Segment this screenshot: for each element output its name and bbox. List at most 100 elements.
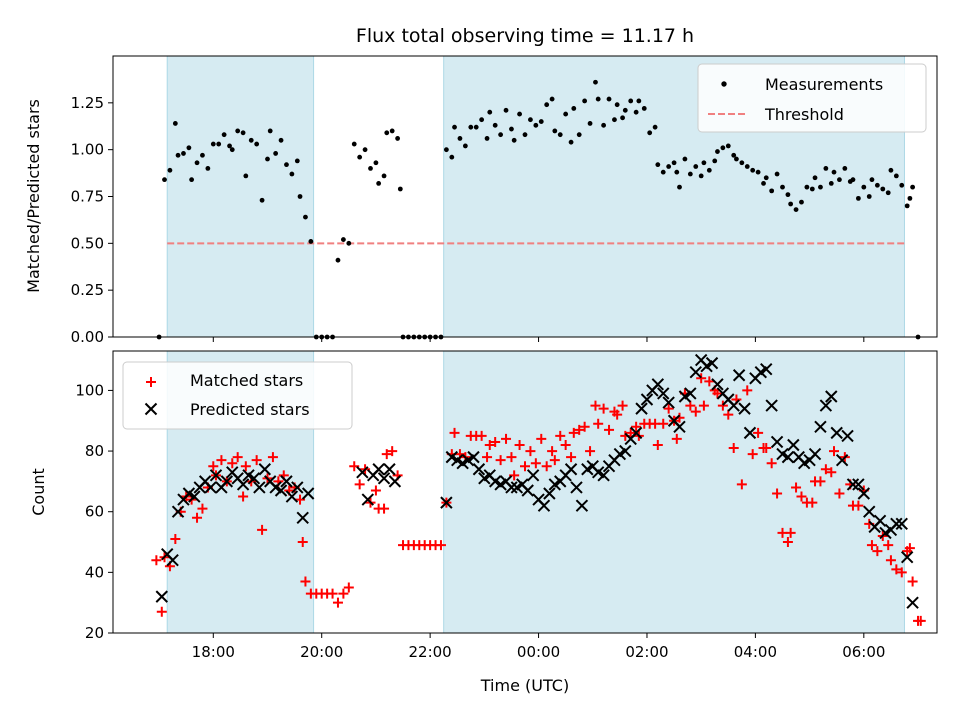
data-point — [883, 540, 894, 551]
data-point — [701, 160, 707, 166]
data-point — [712, 158, 718, 164]
data-point — [227, 143, 232, 149]
data-point — [506, 452, 517, 463]
data-point — [273, 151, 279, 156]
data-point — [760, 362, 773, 376]
data-point — [582, 98, 588, 104]
y-tick-label: 60 — [85, 503, 104, 521]
data-point — [706, 167, 712, 173]
data-point — [301, 487, 315, 500]
y-tick-label: 1.00 — [71, 141, 104, 159]
data-point — [167, 167, 173, 173]
data-point — [842, 166, 848, 171]
data-point — [766, 458, 777, 469]
data-point — [525, 446, 536, 457]
data-point — [362, 147, 368, 153]
data-point — [473, 124, 479, 130]
data-point — [467, 450, 480, 464]
data-point — [549, 96, 555, 102]
data-point — [171, 505, 185, 518]
data-point — [462, 143, 468, 149]
data-point — [170, 534, 181, 544]
data-point — [689, 366, 702, 379]
data-point — [247, 472, 261, 485]
data-point — [240, 461, 251, 472]
data-point — [192, 512, 203, 523]
data-point — [874, 182, 880, 188]
data-point — [628, 98, 634, 104]
data-point — [747, 449, 758, 460]
data-point — [774, 171, 780, 177]
data-point — [684, 387, 697, 400]
data-point — [521, 484, 534, 497]
data-point — [685, 400, 696, 411]
data-point — [604, 424, 615, 435]
data-point — [520, 461, 530, 472]
data-point — [476, 430, 487, 441]
data-point — [904, 203, 910, 209]
data-point — [492, 122, 498, 128]
data-point — [472, 463, 486, 476]
data-point — [351, 141, 357, 147]
data-point — [815, 476, 826, 487]
data-point — [216, 141, 222, 147]
data-point — [349, 461, 360, 472]
data-point — [715, 149, 720, 154]
shaded-interval-0 — [166, 55, 315, 338]
data-point — [635, 402, 648, 415]
data-point — [732, 369, 746, 382]
data-point — [389, 128, 395, 134]
data-point — [236, 478, 250, 491]
data-point — [257, 524, 268, 535]
data-point — [907, 576, 918, 587]
data-point — [750, 167, 756, 173]
data-point — [541, 461, 552, 472]
data-point — [221, 132, 227, 138]
data-point — [873, 514, 887, 528]
data-point — [828, 180, 834, 186]
data-point — [787, 438, 800, 452]
x-axis-title: Time (UTC) — [480, 676, 569, 695]
data-point — [652, 124, 658, 130]
data-point — [781, 450, 795, 464]
data-point — [188, 490, 201, 503]
data-point — [852, 478, 865, 491]
data-point — [563, 111, 569, 117]
data-point — [880, 186, 886, 192]
data-point — [814, 420, 827, 434]
data-point — [449, 427, 460, 438]
data-point — [560, 440, 571, 450]
data-point — [576, 132, 582, 138]
data-point — [796, 491, 807, 502]
data-point — [793, 207, 799, 213]
data-point — [736, 479, 747, 490]
data-point — [220, 475, 234, 488]
y-tick-label: 0.50 — [71, 234, 104, 252]
data-point — [910, 184, 916, 190]
data-point — [734, 156, 739, 162]
bottom-y-axis-title: Count — [29, 468, 48, 516]
data-point — [155, 590, 168, 603]
data-point — [258, 463, 271, 476]
data-point — [835, 453, 849, 467]
data-point — [855, 195, 861, 201]
bottom-legend: Matched stars Predicted stars — [122, 361, 353, 430]
data-point — [606, 96, 612, 102]
data-point — [526, 469, 540, 482]
data-point — [704, 376, 715, 387]
data-point — [479, 117, 485, 123]
data-point — [744, 164, 750, 169]
data-point — [819, 399, 833, 412]
series-measurements — [156, 79, 921, 340]
data-point — [698, 400, 709, 411]
data-point — [267, 128, 273, 134]
data-point — [533, 122, 539, 128]
data-point — [549, 455, 560, 466]
data-point — [728, 443, 739, 454]
data-point — [696, 373, 707, 384]
data-point — [505, 481, 518, 494]
data-point — [395, 136, 401, 141]
data-point — [869, 177, 875, 183]
data-point — [823, 166, 829, 171]
data-point — [673, 420, 686, 434]
